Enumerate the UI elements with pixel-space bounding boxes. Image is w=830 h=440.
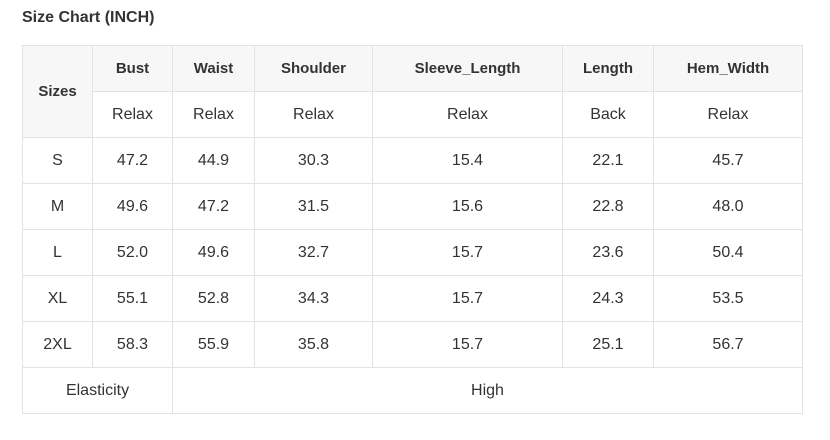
size-cell: S xyxy=(22,137,93,184)
table-row: L 52.0 49.6 32.7 15.7 23.6 50.4 xyxy=(22,229,803,276)
elasticity-label: Elasticity xyxy=(22,367,173,414)
table-row: XL 55.1 52.8 34.3 15.7 24.3 53.5 xyxy=(22,275,803,322)
header-row: Sizes Bust Waist Shoulder Sleeve_Length … xyxy=(22,45,803,138)
size-cell: L xyxy=(22,229,93,276)
value-cell: 15.6 xyxy=(372,183,563,230)
page-title: Size Chart (INCH) xyxy=(22,9,155,26)
header-shoulder: Shoulder xyxy=(254,45,373,92)
size-chart-table: Sizes Bust Waist Shoulder Sleeve_Length … xyxy=(22,45,803,414)
value-cell: 15.4 xyxy=(372,137,563,184)
value-cell: 52.8 xyxy=(172,275,255,322)
value-cell: 44.9 xyxy=(172,137,255,184)
value-cell: 49.6 xyxy=(92,183,173,230)
header-hem-width: Hem_Width xyxy=(653,45,803,92)
table-row: M 49.6 47.2 31.5 15.6 22.8 48.0 xyxy=(22,183,803,230)
size-cell: XL xyxy=(22,275,93,322)
value-cell: 49.6 xyxy=(172,229,255,276)
value-cell: 22.1 xyxy=(562,137,654,184)
value-cell: 47.2 xyxy=(92,137,173,184)
value-cell: 53.5 xyxy=(653,275,803,322)
value-cell: 34.3 xyxy=(254,275,373,322)
header-sleeve-length: Sleeve_Length xyxy=(372,45,563,92)
value-cell: 50.4 xyxy=(653,229,803,276)
header-waist: Waist xyxy=(172,45,255,92)
value-cell: 48.0 xyxy=(653,183,803,230)
value-cell: 25.1 xyxy=(562,321,654,368)
header-sizes: Sizes xyxy=(22,45,93,138)
subheader-cell: Relax xyxy=(653,91,803,138)
size-cell: 2XL xyxy=(22,321,93,368)
elasticity-row: Elasticity High xyxy=(22,367,803,414)
value-cell: 55.1 xyxy=(92,275,173,322)
subheader-cell: Back xyxy=(562,91,654,138)
elasticity-value: High xyxy=(172,367,803,414)
value-cell: 35.8 xyxy=(254,321,373,368)
value-cell: 15.7 xyxy=(372,275,563,322)
subheader-cell: Relax xyxy=(92,91,173,138)
value-cell: 30.3 xyxy=(254,137,373,184)
value-cell: 45.7 xyxy=(653,137,803,184)
value-cell: 23.6 xyxy=(562,229,654,276)
subheader-cell: Relax xyxy=(372,91,563,138)
value-cell: 56.7 xyxy=(653,321,803,368)
size-cell: M xyxy=(22,183,93,230)
value-cell: 52.0 xyxy=(92,229,173,276)
value-cell: 24.3 xyxy=(562,275,654,322)
subheader-row: Relax Relax Relax Relax Back Relax xyxy=(23,91,803,138)
value-cell: 55.9 xyxy=(172,321,255,368)
value-cell: 22.8 xyxy=(562,183,654,230)
header-bust: Bust xyxy=(92,45,173,92)
table-row: S 47.2 44.9 30.3 15.4 22.1 45.7 xyxy=(22,137,803,184)
value-cell: 31.5 xyxy=(254,183,373,230)
value-cell: 15.7 xyxy=(372,321,563,368)
table-row: 2XL 58.3 55.9 35.8 15.7 25.1 56.7 xyxy=(22,321,803,368)
subheader-cell: Relax xyxy=(172,91,255,138)
header-length: Length xyxy=(562,45,654,92)
value-cell: 15.7 xyxy=(372,229,563,276)
value-cell: 58.3 xyxy=(92,321,173,368)
subheader-cell: Relax xyxy=(254,91,373,138)
value-cell: 47.2 xyxy=(172,183,255,230)
value-cell: 32.7 xyxy=(254,229,373,276)
